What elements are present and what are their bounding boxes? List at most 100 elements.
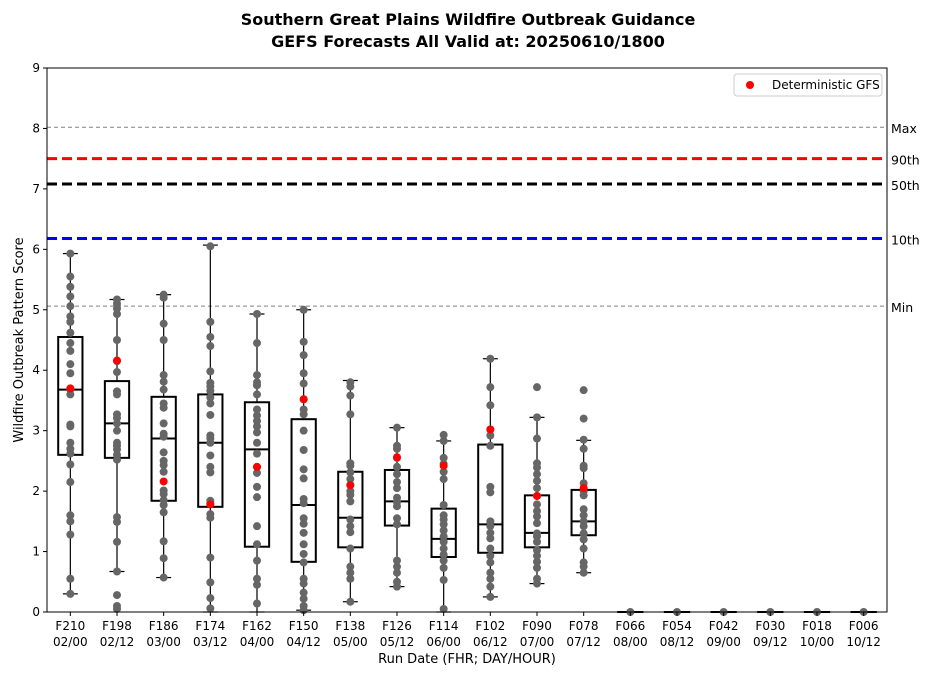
member-point [486,441,495,450]
x-tick-label-fhr: F174 [195,619,225,633]
member-point [579,444,588,453]
reference-label-50th: 50th [891,178,920,193]
member-point [299,305,308,314]
member-point [533,574,541,583]
member-point [159,419,168,428]
x-tick-label-fhr: F210 [55,619,85,633]
x-tick-label-fhr: F114 [429,619,459,633]
member-point [533,500,541,509]
member-point [253,378,261,387]
x-tick-label-fhr: F078 [569,619,599,633]
y-tick-label: 6 [32,242,40,256]
member-point [206,242,215,251]
member-point [66,282,75,291]
member-point [66,292,75,301]
member-point [66,249,75,258]
member-point [253,580,261,589]
x-tick-label-fhr: F186 [149,619,179,633]
x-tick-label-fhr: F030 [755,619,785,633]
member-point [113,368,121,377]
member-point [299,528,308,537]
deterministic-point [533,491,541,500]
member-point [439,430,448,439]
member-point [253,411,261,420]
member-point [346,468,355,477]
deterministic-point [299,395,308,404]
member-point [253,522,261,531]
member-point [113,513,121,522]
member-point [579,544,588,553]
member-point [579,558,588,567]
member-point [66,369,75,378]
member-point [346,459,355,468]
member-point [66,511,75,520]
member-point [439,475,448,484]
member-point [159,336,168,344]
x-tick-label-date: 03/12 [193,635,228,649]
member-point [113,295,121,304]
member-point [533,563,541,572]
member-point [299,494,308,503]
member-point [533,519,541,528]
legend-box [733,73,883,97]
member-point [439,550,448,559]
member-point [299,379,308,388]
member-point [393,484,401,493]
member-point [299,514,308,523]
member-point [253,371,261,380]
member-point [393,514,401,523]
member-point [486,568,495,577]
deterministic-point [66,384,75,393]
member-point [206,462,215,471]
member-point [159,429,168,438]
x-tick-label-fhr: F006 [849,619,879,633]
member-point [206,332,215,341]
member-point [113,336,121,344]
member-point [346,391,355,400]
member-point [439,604,448,613]
member-point [299,574,308,583]
x-tick-label-date: 09/12 [753,635,788,649]
member-point [393,441,401,450]
member-point [206,594,215,603]
member-point [346,562,355,571]
member-point [533,557,541,566]
member-point [66,444,75,453]
member-point [393,470,401,479]
x-tick-label-date: 10/00 [800,635,835,649]
member-point [113,601,121,610]
member-point [113,591,121,600]
x-tick-label-date: 04/00 [240,635,275,649]
member-point [206,510,215,519]
deterministic-point [206,500,215,509]
member-point [533,413,541,422]
member-point [253,428,261,437]
member-point [113,410,121,419]
member-point [66,339,75,348]
y-tick-label: 3 [32,424,40,438]
member-point [253,556,261,565]
member-point [299,594,308,603]
deterministic-point [579,484,588,493]
x-tick-label-date: 09/00 [706,635,741,649]
member-point [579,568,588,577]
member-point [579,517,588,526]
member-point [439,532,448,541]
x-tick-label-date: 08/00 [613,635,648,649]
member-point [159,537,168,546]
legend-marker-deterministic [746,81,754,89]
y-tick-label: 0 [32,605,40,619]
x-tick-label-fhr: F126 [382,619,412,633]
member-point [66,530,75,539]
reference-label-min: Min [891,300,913,315]
member-point [253,449,261,458]
member-point [533,507,541,516]
member-point [159,448,168,457]
axes: Max 90th 50th 10th Min 0 1 2 3 4 5 6 7 8 9 F210 02/00 F19… [32,61,919,649]
member-point [159,554,168,563]
member-point [206,604,215,613]
member-point [486,517,495,526]
deterministic-point [393,453,401,462]
member-point [346,522,355,531]
